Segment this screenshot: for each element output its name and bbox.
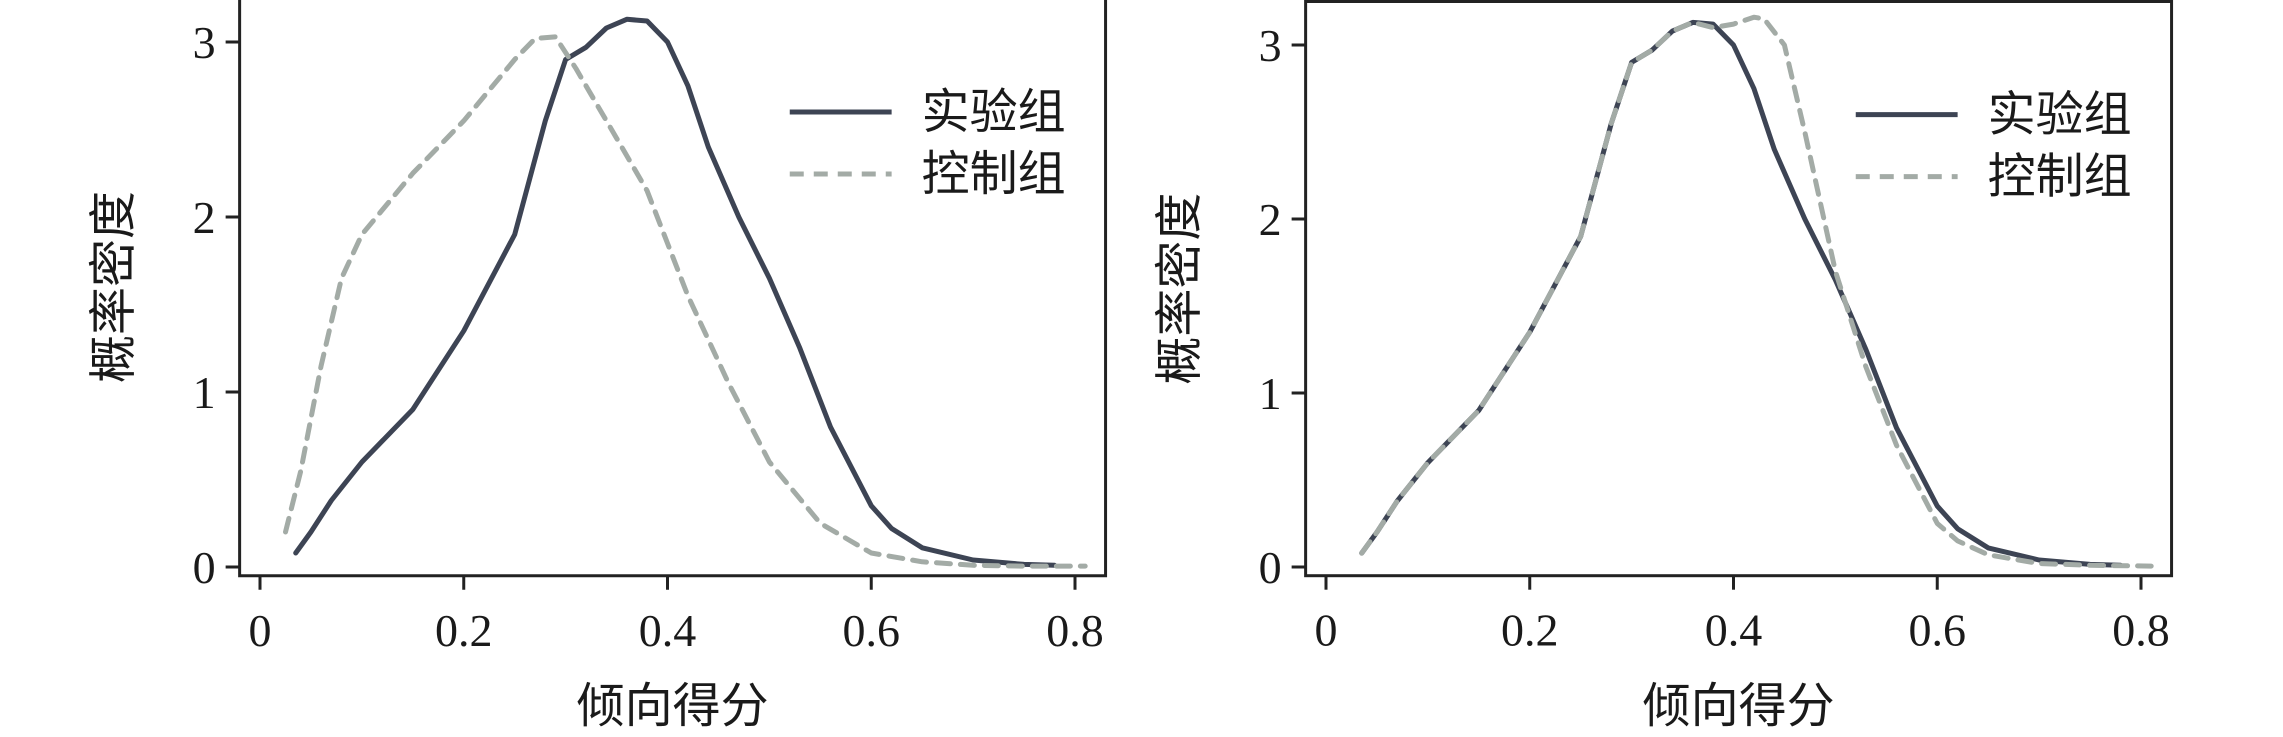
y-tick-label: 2 [1259,194,1282,245]
y-axis-title: 概率密度 [88,191,141,383]
y-axis-title: 概率密度 [1154,193,1207,385]
plot-frame [1304,0,2174,578]
x-tick-label: 0 [1315,605,1338,656]
plot-frame [238,0,1108,578]
legend-label: 控制组 [1988,151,2132,204]
y-tick-label: 2 [193,192,216,243]
x-tick-label: 0.6 [843,605,901,656]
x-tick-label: 0.4 [639,605,697,656]
x-tick-label: 0.6 [1909,605,1967,656]
series-line-control [1359,14,2154,569]
y-tick-label: 1 [193,367,216,418]
x-tick-label: 0.8 [1046,605,1104,656]
y-tick-label: 1 [1259,368,1282,419]
y-tick-label: 3 [193,17,216,68]
y-tick-label: 0 [1259,542,1282,593]
x-axis-title: 倾向得分 [577,680,769,733]
y-tick-label: 3 [1259,20,1282,71]
x-tick-label: 0 [249,605,272,656]
x-tick-label: 0.2 [1501,605,1559,656]
x-tick-label: 0.2 [435,605,493,656]
y-tick-label: 0 [193,542,216,593]
legend-label: 实验组 [922,86,1066,139]
legend-label: 控制组 [922,148,1066,201]
x-tick-label: 0.4 [1705,605,1763,656]
series-line-control [283,34,1088,569]
x-tick-label: 0.8 [2112,605,2170,656]
series-line-treatment [293,16,1058,568]
x-axis-title: 倾向得分 [1643,680,1835,733]
legend-label: 实验组 [1988,89,2132,142]
